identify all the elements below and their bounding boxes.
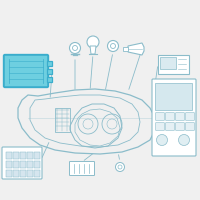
Circle shape bbox=[116, 162, 124, 171]
FancyBboxPatch shape bbox=[27, 170, 33, 177]
FancyBboxPatch shape bbox=[13, 152, 19, 159]
FancyBboxPatch shape bbox=[34, 161, 40, 168]
Circle shape bbox=[87, 36, 99, 48]
FancyBboxPatch shape bbox=[20, 161, 26, 168]
Circle shape bbox=[156, 134, 168, 146]
FancyBboxPatch shape bbox=[34, 170, 40, 177]
FancyBboxPatch shape bbox=[47, 61, 52, 66]
FancyBboxPatch shape bbox=[4, 55, 48, 87]
FancyBboxPatch shape bbox=[34, 152, 40, 159]
Polygon shape bbox=[90, 46, 96, 54]
FancyBboxPatch shape bbox=[47, 77, 52, 82]
Circle shape bbox=[108, 40, 118, 51]
FancyBboxPatch shape bbox=[70, 162, 95, 176]
FancyBboxPatch shape bbox=[186, 123, 194, 130]
Circle shape bbox=[118, 165, 122, 169]
Circle shape bbox=[179, 134, 190, 146]
FancyBboxPatch shape bbox=[156, 113, 164, 120]
FancyBboxPatch shape bbox=[13, 161, 19, 168]
FancyBboxPatch shape bbox=[166, 123, 174, 130]
FancyBboxPatch shape bbox=[20, 170, 26, 177]
FancyBboxPatch shape bbox=[158, 54, 188, 73]
FancyBboxPatch shape bbox=[2, 147, 42, 179]
FancyBboxPatch shape bbox=[6, 152, 12, 159]
FancyBboxPatch shape bbox=[160, 57, 176, 69]
FancyBboxPatch shape bbox=[156, 123, 164, 130]
FancyBboxPatch shape bbox=[6, 170, 12, 177]
FancyBboxPatch shape bbox=[47, 69, 52, 74]
FancyBboxPatch shape bbox=[27, 152, 33, 159]
FancyBboxPatch shape bbox=[186, 113, 194, 120]
Circle shape bbox=[110, 44, 116, 48]
FancyBboxPatch shape bbox=[176, 123, 184, 130]
FancyBboxPatch shape bbox=[13, 170, 19, 177]
Circle shape bbox=[70, 43, 80, 53]
Polygon shape bbox=[128, 43, 144, 55]
FancyBboxPatch shape bbox=[176, 113, 184, 120]
FancyBboxPatch shape bbox=[20, 152, 26, 159]
FancyBboxPatch shape bbox=[6, 161, 12, 168]
FancyBboxPatch shape bbox=[123, 47, 128, 51]
Circle shape bbox=[72, 46, 78, 50]
FancyBboxPatch shape bbox=[154, 82, 192, 110]
FancyBboxPatch shape bbox=[27, 161, 33, 168]
FancyBboxPatch shape bbox=[152, 79, 196, 156]
FancyBboxPatch shape bbox=[166, 113, 174, 120]
